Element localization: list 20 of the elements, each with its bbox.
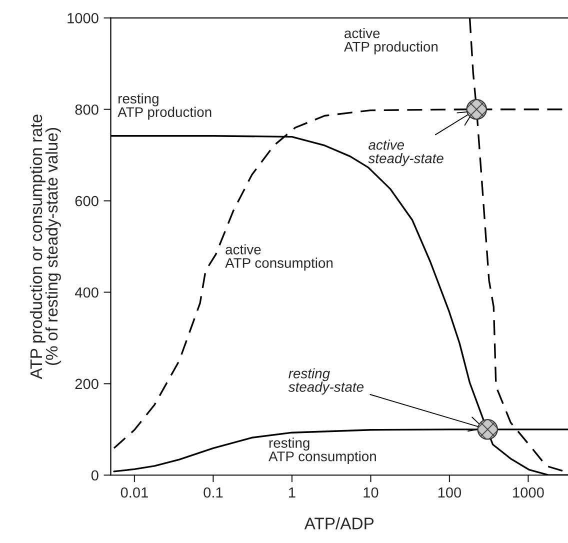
series-label: resting ATP consumption xyxy=(268,438,376,464)
y-tick-label: 200 xyxy=(75,378,98,390)
y-axis-title: ATP production or consumption rate (% of resting steady-state value) xyxy=(30,114,61,380)
y-tick-label: 0 xyxy=(91,470,98,481)
text: active ATP production xyxy=(344,28,438,54)
x-tick-label: 0.1 xyxy=(204,487,223,498)
y-tick-label: 400 xyxy=(74,287,98,298)
annotation: resting steady-state xyxy=(288,368,364,395)
x-tick-label: 0.01 xyxy=(120,487,148,498)
x-axis-title: ATP/ADP xyxy=(304,517,374,530)
y-tick-label: 800 xyxy=(75,104,98,115)
x-tick-label: 1000 xyxy=(513,487,544,498)
x-tick-label: 100 xyxy=(438,487,462,498)
series-label: active ATP consumption xyxy=(225,244,333,271)
series-label: resting ATP production xyxy=(118,93,212,120)
y-tick-label: 600 xyxy=(75,196,98,206)
x-tick-label: 1 xyxy=(289,487,296,498)
annotation: active steady-state xyxy=(368,140,444,166)
y-tick-label: 1000 xyxy=(68,13,98,24)
x-tick-label: 10 xyxy=(364,487,378,498)
